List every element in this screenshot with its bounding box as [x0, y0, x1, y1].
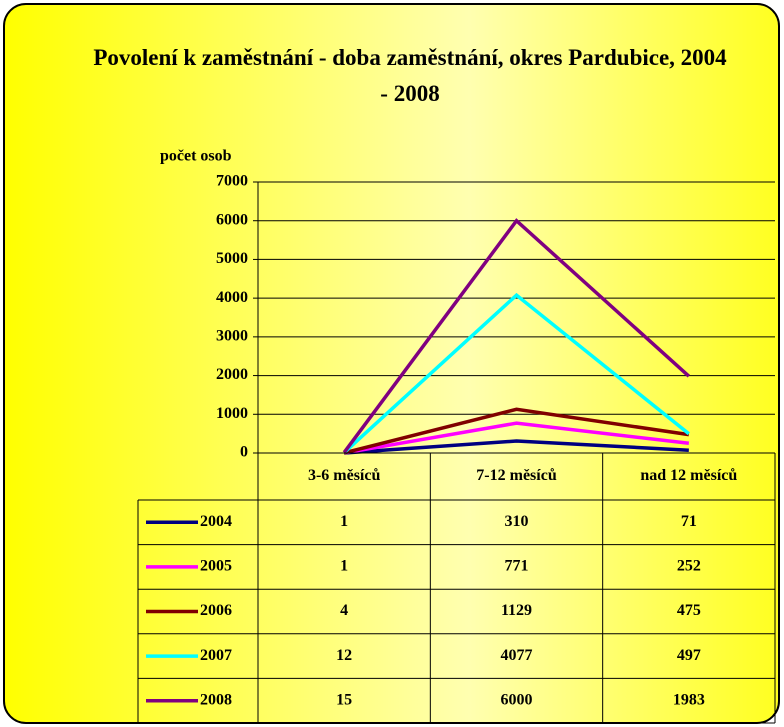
x-tick-label: 3-6 měsíců — [308, 467, 381, 484]
legend-label: 2008 — [200, 691, 232, 708]
y-tick-label: 4000 — [216, 289, 248, 306]
table-value: 4 — [340, 602, 348, 619]
legend-label: 2006 — [200, 602, 232, 619]
table-value: 475 — [677, 602, 701, 619]
series-line — [344, 439, 689, 455]
x-tick-label: 7-12 měsíců — [476, 467, 557, 484]
table-value: 310 — [505, 513, 529, 530]
legend-label: 2004 — [200, 513, 232, 530]
chart-title: Povolení k zaměstnání - doba zaměstnání,… — [93, 45, 727, 106]
series-line — [342, 292, 690, 454]
y-tick-label: 3000 — [216, 328, 248, 345]
table-value: 497 — [677, 647, 701, 664]
table-value: 252 — [677, 558, 701, 575]
y-tick-label: 0 — [240, 444, 248, 461]
series-line — [342, 218, 691, 454]
table-value: 1983 — [673, 691, 705, 708]
series-line — [343, 407, 690, 455]
table-value: 1 — [340, 513, 348, 530]
table-value: 6000 — [501, 691, 533, 708]
table-value: 15 — [336, 691, 352, 708]
y-tick-label: 7000 — [216, 173, 248, 190]
y-tick-label: 1000 — [216, 405, 248, 422]
table-value: 771 — [505, 558, 529, 575]
legend-label: 2007 — [200, 647, 232, 664]
x-tick-label: nad 12 měsíců — [640, 467, 737, 484]
y-tick-label: 2000 — [216, 366, 248, 383]
y-axis-label: počet osob — [160, 148, 232, 165]
table-value: 71 — [681, 513, 697, 530]
table-value: 1 — [340, 558, 348, 575]
table-value: 1129 — [501, 602, 532, 619]
y-tick-label: 6000 — [216, 211, 248, 228]
series-line — [343, 421, 690, 455]
y-tick-label: 5000 — [216, 250, 248, 267]
legend-label: 2005 — [200, 558, 232, 575]
table-value: 12 — [336, 647, 352, 664]
table-value: 4077 — [501, 647, 533, 664]
